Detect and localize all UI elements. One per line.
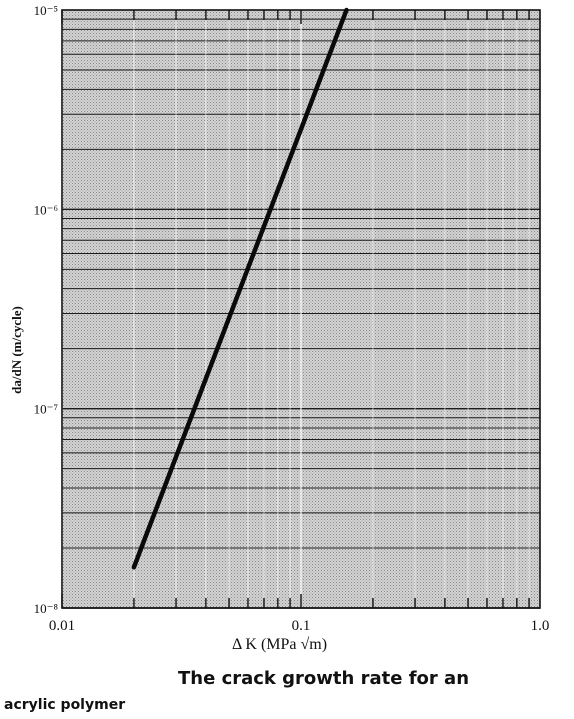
x-tick-label: 0.1 <box>292 618 311 634</box>
caption-line-2: acrylic polymer <box>4 697 126 713</box>
plot-frame <box>61 9 541 609</box>
x-axis-label: Δ K (MPa √m) <box>232 636 328 653</box>
y-tick-label: 10⁻⁵ <box>34 3 58 18</box>
series-line <box>131 7 349 570</box>
tick-labels: 0.01 0.1 1.0 10⁻⁸ 10⁻⁷ 10⁻⁶ 10⁻⁵ <box>34 3 550 634</box>
y-axis-label-wrap: da/dN (m/cycle) <box>2 250 32 450</box>
y-tick-label: 10⁻⁸ <box>34 601 59 616</box>
caption-line-1: The crack growth rate for an <box>178 668 470 689</box>
grid-lines <box>61 10 540 609</box>
x-tick-label: 1.0 <box>531 618 550 634</box>
y-axis-label: da/dN (m/cycle) <box>9 306 24 394</box>
series-group <box>131 7 349 570</box>
x-tick-label: 0.01 <box>49 618 75 634</box>
y-tick-label: 10⁻⁶ <box>34 202 58 217</box>
y-tick-label: 10⁻⁷ <box>34 402 58 417</box>
